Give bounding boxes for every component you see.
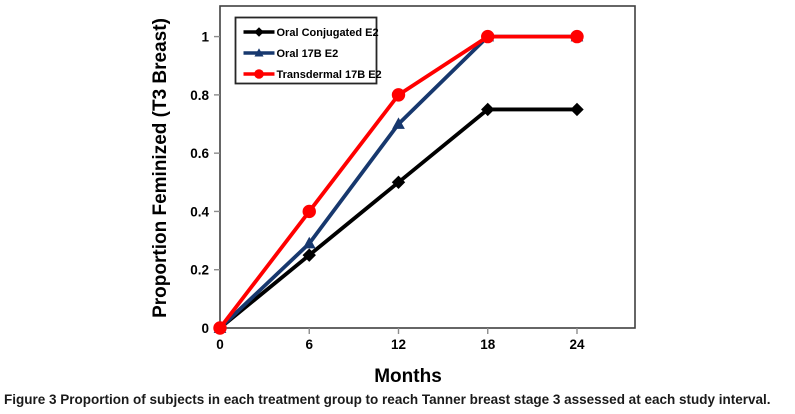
figure-label: Figure 3 <box>4 392 57 407</box>
x-tick-label: 0 <box>216 337 224 352</box>
data-point-transdermal-17b-e2 <box>481 29 495 44</box>
x-tick-label: 6 <box>305 337 313 352</box>
figure-caption: Figure 3 Proportion of subjects in each … <box>4 391 792 408</box>
legend-item-transdermal-17b-e2: Transdermal 17B E2 <box>243 69 382 81</box>
data-point-oral-conjugated-e2 <box>302 248 316 262</box>
y-axis-title: Proportion Feminized (T3 Breast) <box>150 18 171 318</box>
legend-label: Oral 17B E2 <box>277 48 339 60</box>
y-tick-label: 1 <box>201 30 209 45</box>
y-tick-label: 0.6 <box>190 146 209 161</box>
series-line-oral-conjugated-e2 <box>218 107 577 330</box>
plot-area: 0 0.2 0.4 0.6 0.8 1 0 6 12 18 24 <box>190 5 636 352</box>
x-axis-title: Months <box>374 366 442 387</box>
legend: Oral Conjugated E2 Oral 17B E2 Transdermal… <box>234 16 382 85</box>
data-point-transdermal-17b-e2 <box>391 88 406 102</box>
data-point-oral-conjugated-e2 <box>391 175 406 189</box>
x-tick-label: 12 <box>391 337 406 352</box>
data-point-transdermal-17b-e2 <box>302 204 316 219</box>
diamond-icon <box>254 27 264 37</box>
y-tick-label: 0 <box>201 321 209 336</box>
data-point-transdermal-17b-e2 <box>213 321 227 335</box>
data-point-oral-17b-e2 <box>302 236 316 249</box>
circle-icon <box>254 69 264 79</box>
plot-frame <box>219 5 636 329</box>
x-tick-label: 18 <box>480 337 496 352</box>
x-tick-label: 24 <box>569 337 585 352</box>
data-point-oral-conjugated-e2 <box>481 102 495 117</box>
data-point-transdermal-17b-e2 <box>570 29 584 44</box>
y-tick-label: 0.2 <box>190 263 209 278</box>
triangle-icon <box>254 48 264 57</box>
data-point-oral-conjugated-e2 <box>570 102 584 117</box>
legend-label: Transdermal 17B E2 <box>277 69 382 81</box>
y-tick-label: 0.4 <box>190 204 209 219</box>
legend-label: Oral Conjugated E2 <box>277 27 379 39</box>
data-point-oral-17b-e2 <box>392 117 405 129</box>
caption-text: Proportion of subjects in each treatment… <box>60 392 771 407</box>
legend-item-oral-conjugated-e2: Oral Conjugated E2 <box>243 27 379 39</box>
line-chart: 0 0.2 0.4 0.6 0.8 1 0 6 12 18 24 Proportion Femini… <box>150 5 636 387</box>
legend-item-oral-17b-e2: Oral 17B E2 <box>243 48 339 60</box>
y-tick-label: 0.8 <box>190 88 209 103</box>
